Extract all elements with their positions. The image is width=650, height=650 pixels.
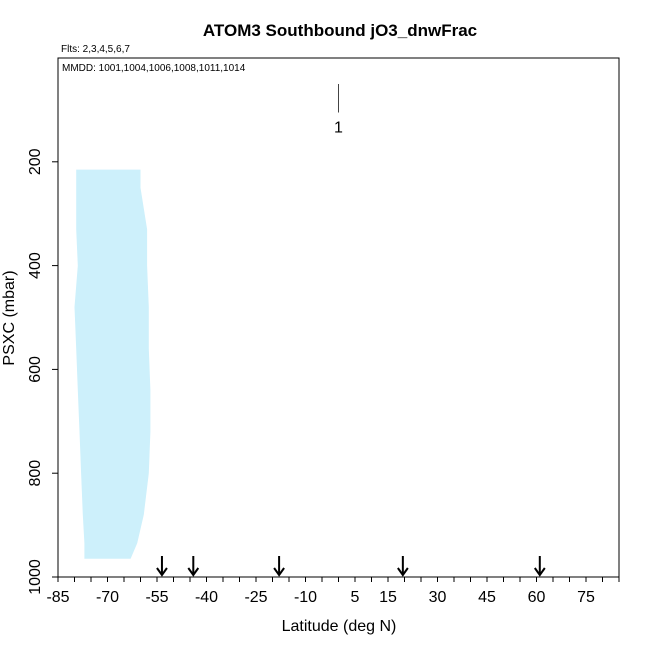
x-tick-label: 75 [577, 589, 595, 606]
x-tick-label: -70 [96, 589, 119, 606]
arrow-marker [156, 556, 168, 577]
y-tick-label: 400 [27, 252, 44, 279]
dates-note: MMDD: 1001,1004,1006,1008,1011,1014 [62, 63, 246, 74]
y-tick-label: 1000 [27, 559, 44, 595]
x-tick-label: 5 [351, 589, 360, 606]
y-tick-label: 600 [27, 356, 44, 383]
arrow-marker [187, 556, 200, 577]
x-tick-label: 30 [429, 589, 447, 606]
arrow-marker [533, 556, 546, 577]
legend: 1 [334, 83, 343, 136]
y-tick-label: 800 [27, 460, 44, 487]
y-axis: 200 400 600 800 1000 [27, 148, 58, 595]
x-axis-label: Latitude (deg N) [282, 618, 397, 635]
x-tick-label: 60 [528, 589, 546, 606]
x-tick-label: -10 [294, 589, 317, 606]
arrow-marker [273, 556, 285, 577]
x-tick-label: -40 [195, 589, 218, 606]
x-tick-label: -85 [46, 589, 69, 606]
flights-note: Flts: 2,3,4,5,6,7 [61, 44, 130, 55]
data-region [74, 169, 151, 559]
y-axis-label: PSXC (mbar) [1, 270, 18, 365]
y-tick-label: 200 [27, 148, 44, 175]
x-tick-label: 15 [379, 589, 397, 606]
arrow-marker [397, 556, 409, 577]
x-axis: -85 -70 -55 -40 -25 -10 5 15 30 45 60 75 [46, 577, 620, 606]
chart-title: ATOM3 Southbound jO3_dnwFrac [203, 21, 477, 40]
data-region-shape [74, 169, 151, 559]
x-tick-label: -55 [145, 589, 168, 606]
legend-label: 1 [334, 119, 343, 136]
arrow-markers [156, 556, 546, 577]
x-tick-label: 45 [478, 589, 496, 606]
x-tick-label: -25 [244, 589, 267, 606]
